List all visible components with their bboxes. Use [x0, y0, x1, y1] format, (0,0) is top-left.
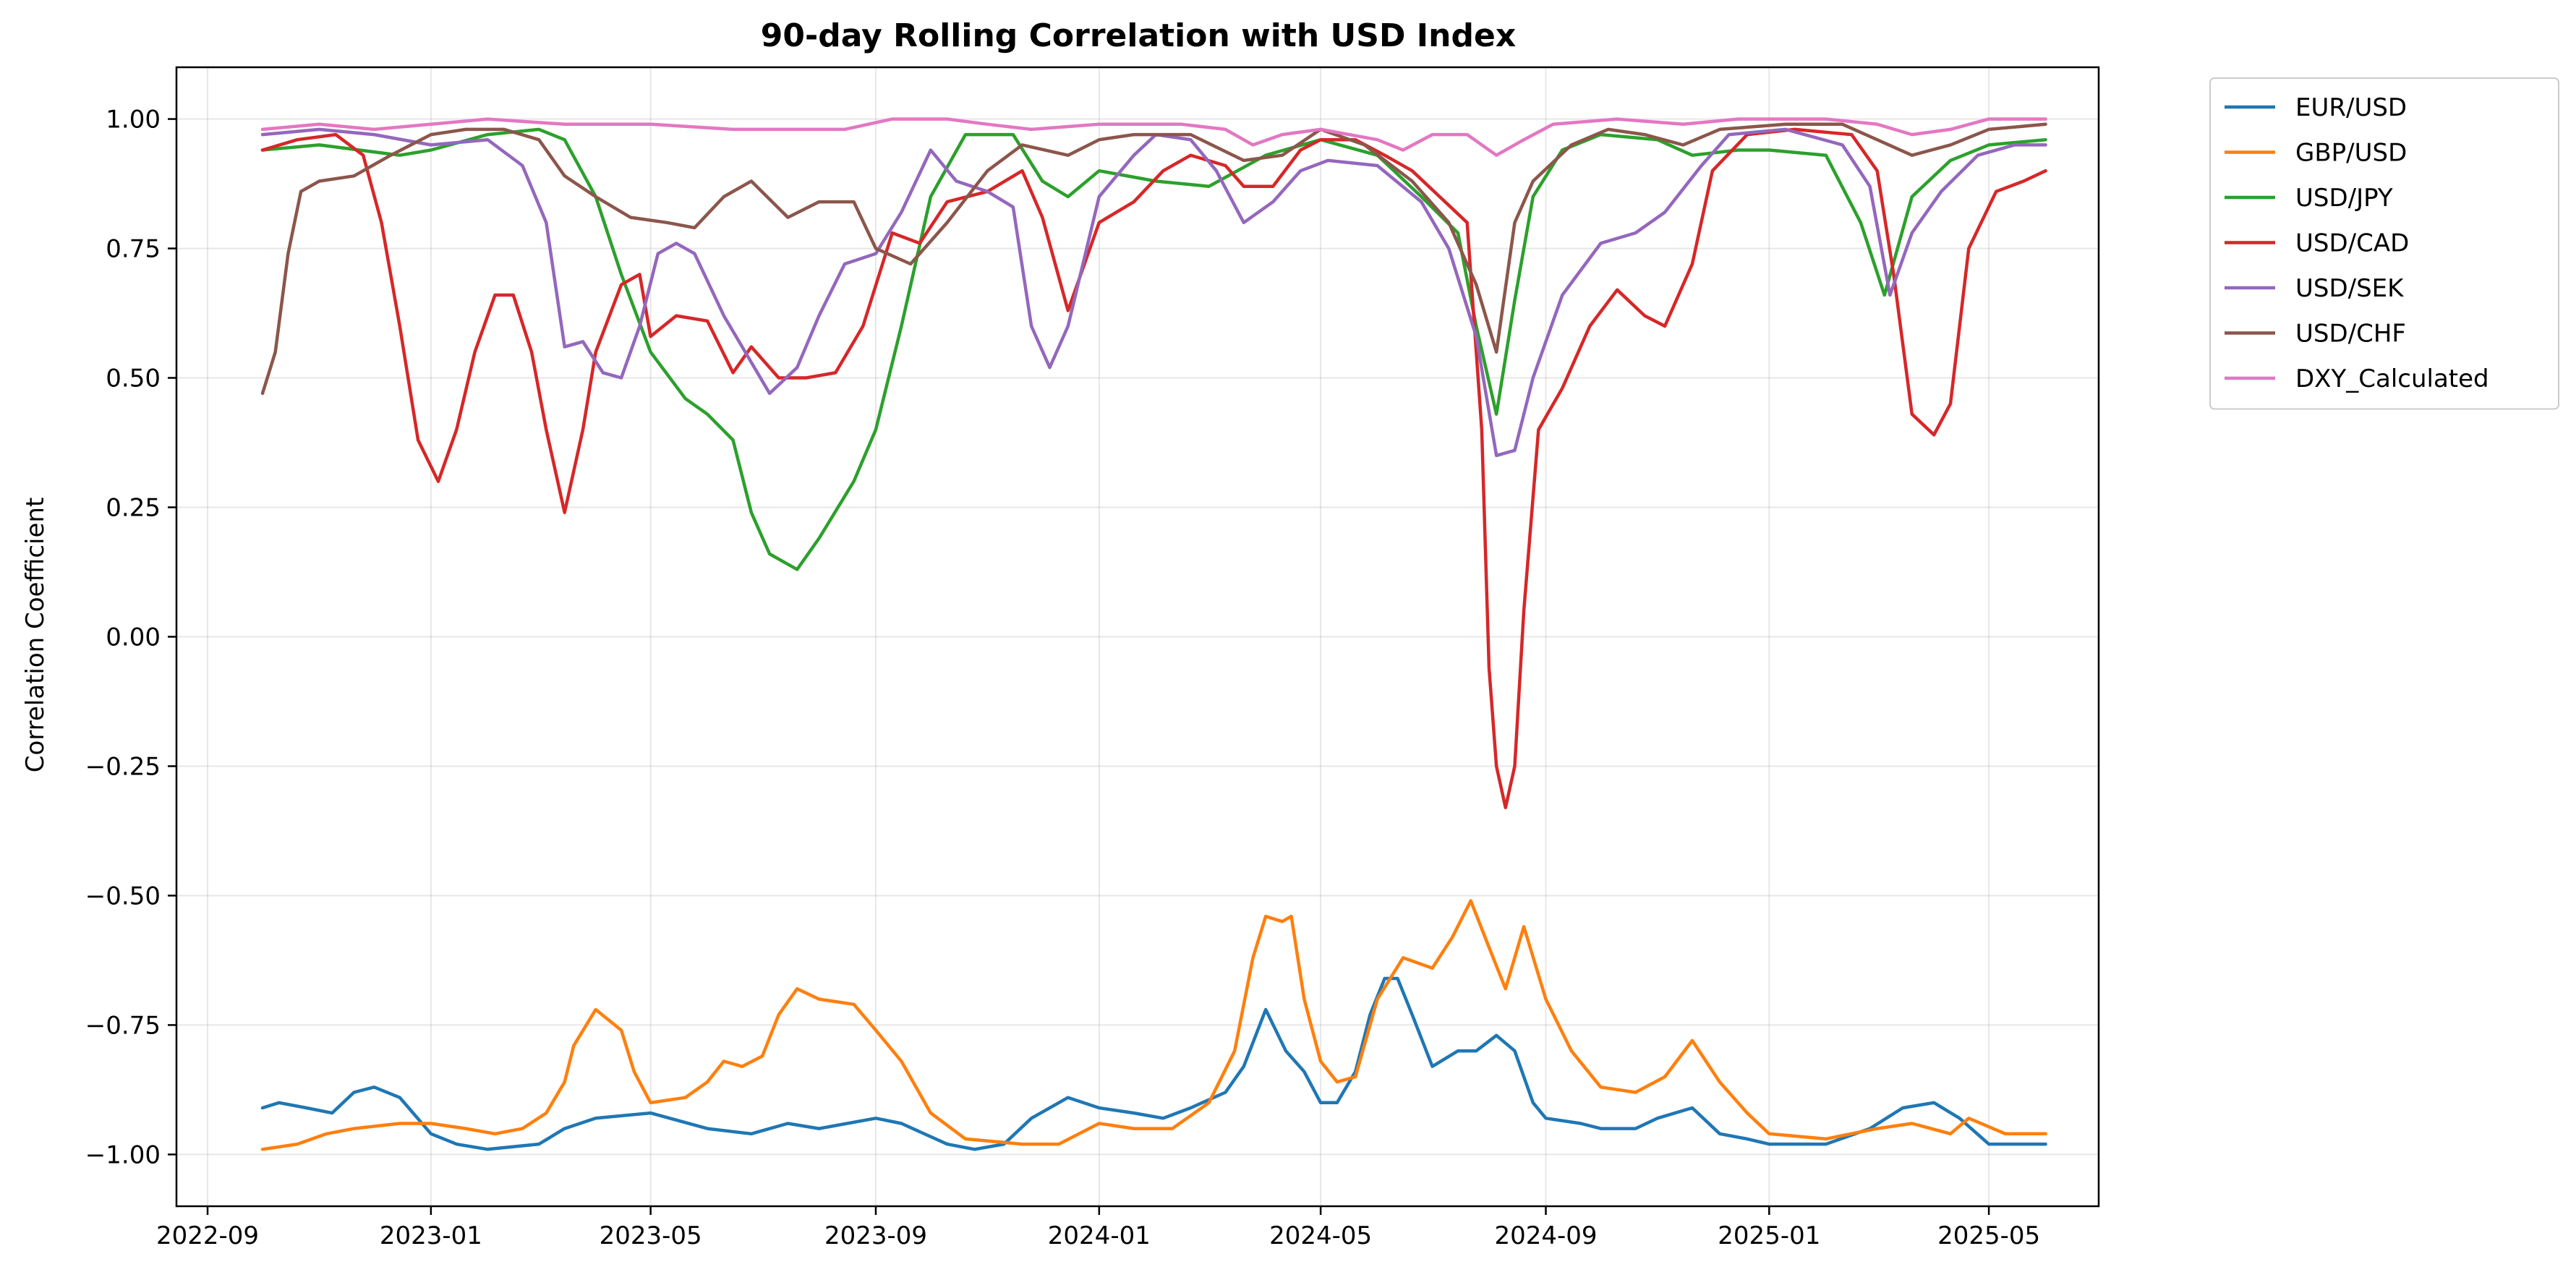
x-tick-label: 2022-09 [156, 1221, 259, 1250]
y-tick-label: 1.00 [106, 106, 161, 135]
x-tick-label: 2023-05 [600, 1221, 702, 1250]
grid-lines [176, 67, 2099, 1206]
x-tick-label: 2024-05 [1269, 1221, 1372, 1250]
x-tick-label: 2024-01 [1048, 1221, 1151, 1250]
y-tick-label: −0.50 [85, 882, 161, 910]
x-tick-label: 2024-09 [1494, 1221, 1597, 1250]
legend-box [2209, 77, 2559, 410]
legend: EUR/USD GBP/USD USD/JPY USD/CAD USD/SEK USD/C… [2209, 77, 2559, 410]
series-line-usd-sek [260, 127, 2047, 458]
y-tick-label: 0.25 [106, 494, 161, 523]
series-line-usd-chf [260, 122, 2047, 396]
y-tick-label: −0.75 [85, 1011, 161, 1040]
legend-label: USD/CHF [2295, 320, 2406, 349]
series-line-eur-usd [260, 976, 2047, 1151]
y-tick-label: 0.75 [106, 235, 161, 264]
y-tick-label: −0.25 [85, 752, 161, 781]
legend-label: DXY_Calculated [2295, 364, 2489, 393]
x-tick-label: 2025-05 [1937, 1221, 2040, 1250]
chart-title: 90-day Rolling Correlation with USD Inde… [761, 17, 1516, 54]
y-tick-label: 0.00 [106, 623, 161, 652]
x-tick-label: 2023-09 [824, 1221, 927, 1250]
y-tick-label: −1.00 [85, 1140, 161, 1169]
legend-label: GBP/USD [2295, 139, 2407, 168]
legend-label: EUR/USD [2295, 93, 2407, 122]
series-line-dxy-calculated [260, 117, 2047, 157]
y-tick-label: 0.50 [106, 364, 161, 393]
series-line-gbp-usd [260, 899, 2047, 1151]
series-line-usd-cad [260, 127, 2047, 810]
x-tick-label: 2025-01 [1718, 1221, 1820, 1250]
plot-area [260, 117, 2047, 1151]
axes: 2022-09 2023-01 2023-05 2023-09 2024-01 2024-… [85, 66, 2100, 1250]
legend-label: USD/JPY [2295, 184, 2393, 213]
y-axis-label: Correlation Coefficient [21, 498, 50, 773]
legend-label: USD/CAD [2295, 229, 2409, 258]
legend-label: USD/SEK [2295, 274, 2405, 303]
x-tick-label: 2023-01 [380, 1221, 482, 1250]
